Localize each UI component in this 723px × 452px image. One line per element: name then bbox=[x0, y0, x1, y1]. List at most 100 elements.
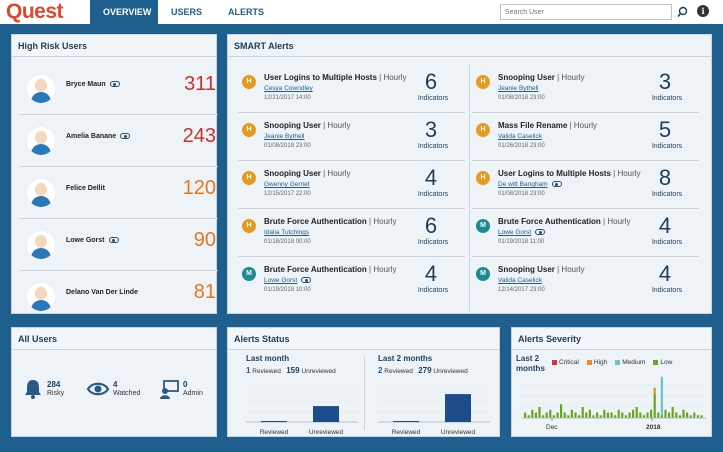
high-risk-user-row[interactable]: Amelia Banane 243 bbox=[20, 115, 218, 167]
bell-icon bbox=[25, 380, 41, 399]
alert-user-link[interactable]: Idalia Tutchings bbox=[264, 229, 309, 236]
user-name[interactable]: Bryce Maun bbox=[66, 81, 120, 88]
alert-user-link[interactable]: Jeanie Bythell bbox=[498, 85, 538, 92]
severity-chart: Dec 2018 bbox=[522, 376, 706, 431]
alert-user-link[interactable]: Jeanie Bythell bbox=[264, 133, 304, 140]
alert-separator: | bbox=[320, 169, 328, 178]
severity-bar bbox=[664, 409, 667, 418]
alert-date: 01/19/2018 11:00 bbox=[498, 239, 545, 245]
severity-bar bbox=[563, 412, 566, 418]
alert-title: Mass File Rename | Hourly bbox=[498, 121, 597, 130]
alert-title-text: Snooping User bbox=[498, 265, 555, 274]
severity-bar bbox=[567, 415, 570, 418]
severity-badge: H bbox=[242, 171, 256, 185]
smart-alert-item[interactable]: M Brute Force Authentication | Hourly Lowe… bbox=[238, 257, 465, 305]
alert-user-name: Valida Caselick bbox=[498, 277, 542, 284]
severity-badge: H bbox=[476, 75, 490, 89]
alert-separator: | bbox=[567, 121, 574, 130]
indicators-label: Indicators bbox=[651, 287, 683, 294]
alert-user-name: Jeanie Bythell bbox=[264, 133, 305, 140]
severity-badge: M bbox=[242, 267, 256, 281]
status-bar[interactable] bbox=[445, 394, 471, 422]
risk-score: 120 bbox=[182, 177, 216, 199]
tab-users[interactable]: USERS bbox=[171, 7, 203, 17]
quest-logo[interactable]: Quest bbox=[6, 0, 64, 23]
alert-separator: | bbox=[600, 217, 608, 226]
legend-item: Low bbox=[653, 359, 672, 366]
smart-alert-item[interactable]: M Brute Force Authentication | Hourly Lowe… bbox=[472, 209, 699, 257]
alert-date: 12/15/2017 22:00 bbox=[264, 191, 311, 197]
severity-bar bbox=[603, 409, 606, 418]
last-month-column: Last month 1 Reviewed 159 Unreviewed Rev… bbox=[246, 354, 374, 436]
user-name[interactable]: Felice Dellit bbox=[66, 185, 105, 192]
search-icon[interactable] bbox=[676, 4, 690, 20]
risk-score: 81 bbox=[193, 281, 216, 303]
smart-alert-item[interactable]: H User Logins to Multiple Hosts | Hourly C… bbox=[238, 65, 465, 113]
alert-user-link[interactable]: Valida Caselick bbox=[498, 277, 542, 284]
search-input[interactable] bbox=[500, 4, 672, 20]
main-nav: OVERVIEW USERS ALERTS bbox=[90, 0, 277, 24]
severity-badge: H bbox=[242, 75, 256, 89]
risky-users-stat[interactable]: 284 Risky bbox=[22, 378, 64, 400]
indicator-count: 4 bbox=[424, 165, 438, 190]
smart-alert-item[interactable]: H Snooping User | Hourly Jeanie Bythell 01/… bbox=[472, 65, 699, 113]
tab-alerts[interactable]: ALERTS bbox=[228, 7, 265, 17]
alert-frequency: Hourly bbox=[327, 121, 351, 130]
info-icon[interactable]: i bbox=[697, 5, 709, 17]
alert-user-link[interactable]: De witt Bangham bbox=[498, 181, 562, 188]
user-name[interactable]: Amelia Banane bbox=[66, 133, 131, 140]
high-risk-user-row[interactable]: Lowe Gorst 90 bbox=[20, 219, 218, 271]
admin-users-stat[interactable]: 0 Admin bbox=[158, 378, 203, 400]
alert-user-link[interactable]: Valida Caselick bbox=[498, 133, 542, 140]
watched-eye-icon bbox=[535, 229, 546, 236]
smart-alert-item[interactable]: H User Logins to Multiple Hosts | Hourly D… bbox=[472, 161, 699, 209]
alert-user-link[interactable]: Cesya Cowndley bbox=[264, 85, 313, 92]
alert-separator: | bbox=[320, 121, 328, 130]
severity-bar bbox=[585, 412, 588, 418]
high-risk-user-row[interactable]: Delano Van Der Linde 81 bbox=[20, 271, 218, 323]
status-bar[interactable] bbox=[393, 421, 419, 422]
alert-date: 01/08/2018 23:00 bbox=[498, 95, 545, 101]
watched-eye-icon bbox=[108, 237, 119, 244]
severity-bar bbox=[700, 415, 703, 418]
smart-alert-item[interactable]: H Snooping User | Hourly Jeanie Bythell 01/… bbox=[238, 113, 465, 161]
severity-bar bbox=[556, 412, 559, 418]
alert-user-link[interactable]: Gwenny Gerriet bbox=[264, 181, 310, 188]
status-bar[interactable] bbox=[313, 406, 339, 422]
status-bar[interactable] bbox=[261, 421, 287, 422]
alert-title-text: Brute Force Authentication bbox=[498, 217, 601, 226]
alert-user-link[interactable]: Lowe Gorst bbox=[498, 229, 546, 236]
last-2-months-chart: Reviewed Unreviewed bbox=[378, 391, 490, 436]
smart-alert-item[interactable]: H Mass File Rename | Hourly Valida Caselic… bbox=[472, 113, 699, 161]
high-risk-user-row[interactable]: Bryce Maun 311 bbox=[20, 63, 218, 115]
alert-user-name: Gwenny Gerriet bbox=[264, 181, 310, 188]
alert-date: 01/26/2018 23:00 bbox=[498, 143, 545, 149]
user-name-text: Delano Van Der Linde bbox=[66, 289, 138, 296]
smart-alert-item[interactable]: H Brute Force Authentication | Hourly Idal… bbox=[238, 209, 465, 257]
user-name[interactable]: Delano Van Der Linde bbox=[66, 289, 138, 296]
alert-title: Snooping User | Hourly bbox=[264, 169, 351, 178]
unreviewed-count: 279 bbox=[418, 366, 432, 375]
smart-alert-item[interactable]: M Snooping User | Hourly Valida Caselick 12… bbox=[472, 257, 699, 305]
tab-overview[interactable]: OVERVIEW bbox=[90, 0, 158, 24]
alert-frequency: Hourly bbox=[383, 73, 407, 82]
avatar-body bbox=[31, 300, 51, 311]
watched-users-stat[interactable]: 4 Watched bbox=[86, 378, 140, 400]
high-risk-user-row[interactable]: Felice Dellit 120 bbox=[20, 167, 218, 219]
user-name[interactable]: Lowe Gorst bbox=[66, 237, 119, 244]
severity-bar bbox=[592, 415, 595, 418]
severity-bar bbox=[639, 412, 642, 418]
alert-title-text: User Logins to Multiple Hosts bbox=[498, 169, 611, 178]
smart-alert-item[interactable]: H Snooping User | Hourly Gwenny Gerriet 12/… bbox=[238, 161, 465, 209]
column-divider bbox=[364, 356, 365, 430]
avatar bbox=[27, 179, 55, 207]
indicators-label: Indicators bbox=[417, 191, 449, 198]
severity-bar bbox=[574, 412, 577, 418]
severity-bar bbox=[650, 409, 653, 418]
last-2-months-counts: 2 Reviewed 279 Unreviewed bbox=[378, 366, 506, 375]
alert-user-link[interactable]: Lowe Gorst bbox=[264, 277, 312, 284]
user-name-text: Lowe Gorst bbox=[66, 237, 105, 244]
avatar-head bbox=[35, 79, 47, 92]
x-tick-label: Reviewed bbox=[260, 429, 289, 436]
alert-title: Brute Force Authentication | Hourly bbox=[264, 265, 396, 274]
